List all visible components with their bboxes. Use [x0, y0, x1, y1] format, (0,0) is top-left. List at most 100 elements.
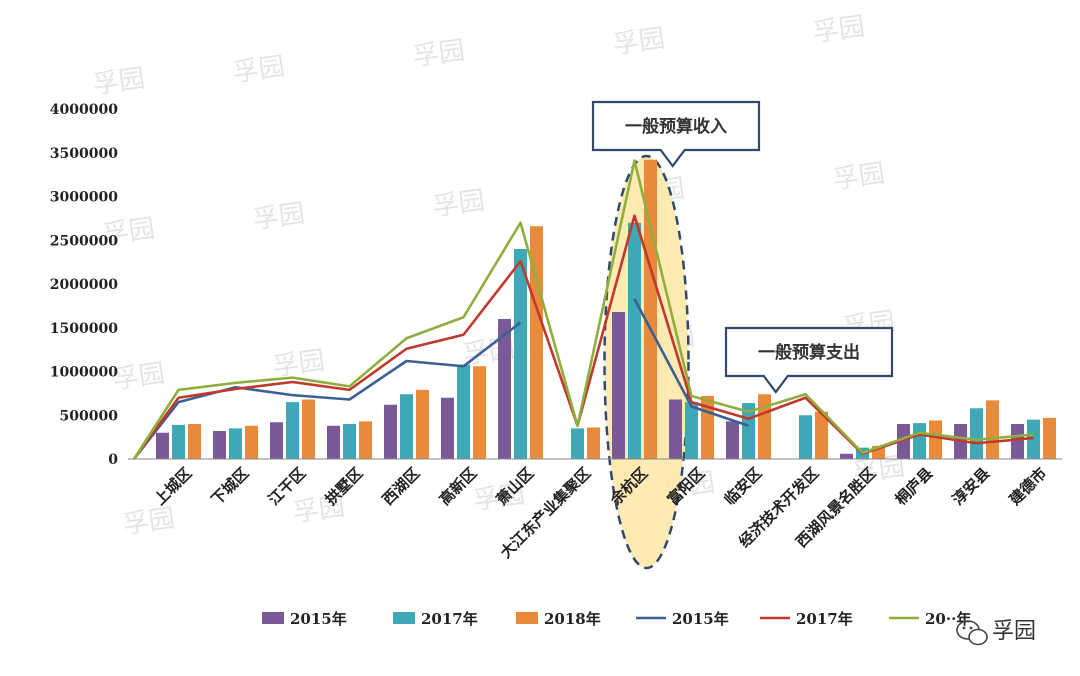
x-tick-label: 淳安县: [949, 464, 994, 509]
bar-2015年: [213, 431, 226, 459]
bar-2018年: [473, 366, 486, 459]
bar-2017年: [685, 402, 698, 459]
bar-2018年: [188, 424, 201, 459]
bar-2015年: [840, 453, 853, 459]
bar-2018年: [815, 411, 828, 459]
watermark-text: 孚园: [101, 214, 157, 251]
callout-label: 一般预算支出: [758, 342, 860, 363]
legend-label: 2015年: [672, 610, 729, 628]
x-tick-label: 西湖区: [379, 464, 424, 509]
bar-2017年: [970, 408, 983, 459]
y-tick-label: 0: [108, 452, 118, 468]
watermark-text: 孚园: [91, 64, 147, 101]
bar-2017年: [400, 394, 413, 459]
y-tick-label: 2500000: [50, 233, 118, 249]
bar-2018年: [644, 159, 657, 459]
watermarks: 孚园孚园孚园孚园孚园孚园孚园孚园孚园孚园孚园孚园孚园孚园孚园孚园孚园孚园孚园孚园: [91, 12, 907, 541]
line-2017年: [132, 214, 1034, 460]
bars: [156, 159, 1056, 459]
bar-2017年: [628, 222, 641, 459]
watermark-text: 孚园: [231, 52, 287, 89]
callout-box: [724, 326, 894, 394]
legend: 2015年 2017年 2018年 2015年 2017年 20··年: [262, 610, 971, 628]
y-tick-label: 1000000: [50, 365, 118, 381]
line-2015年: [132, 321, 522, 460]
y-tick-label: 1500000: [50, 321, 118, 337]
bar-2015年: [726, 421, 739, 459]
bar-2015年: [384, 404, 397, 459]
bar-2018年: [587, 427, 600, 459]
bar-2015年: [498, 319, 511, 459]
bar-2018年: [758, 394, 771, 459]
legend-item: 2018年: [516, 610, 601, 628]
watermark-text: 孚园: [251, 199, 307, 236]
legend-item: 2015年: [262, 610, 347, 628]
callout: 一般预算收入: [591, 100, 761, 168]
brand: 孚园: [956, 619, 1036, 646]
legend-label: 2018年: [544, 610, 601, 628]
bar-2015年: [441, 397, 454, 459]
legend-swatch: [393, 612, 415, 624]
bar-2015年: [669, 399, 682, 459]
bar-2018年: [530, 226, 543, 459]
bar-2015年: [270, 422, 283, 459]
callout: 一般预算支出: [724, 326, 894, 394]
line-2015年: [633, 298, 749, 427]
bar-2017年: [799, 415, 812, 459]
watermark-text: 孚园: [291, 492, 347, 529]
bar-2018年: [359, 421, 372, 459]
bar-2018年: [929, 420, 942, 459]
lines: [132, 159, 1034, 460]
x-tick-label: 拱墅区: [322, 464, 367, 509]
legend-label: 20··年: [925, 610, 971, 628]
legend-label: 2017年: [796, 610, 853, 628]
legend-item: 2015年: [636, 610, 729, 628]
legend-label: 2015年: [290, 610, 347, 628]
watermark-text: 孚园: [431, 186, 487, 223]
bar-2017年: [343, 424, 356, 459]
bar-2015年: [327, 425, 340, 459]
y-tick-label: 3000000: [50, 190, 118, 206]
bar-2015年: [612, 312, 625, 459]
watermark-text: 孚园: [111, 359, 167, 396]
watermark-text: 孚园: [811, 12, 867, 49]
bar-2018年: [416, 389, 429, 459]
callout-box: [591, 100, 761, 168]
bar-2018年: [986, 400, 999, 459]
watermark-text: 孚园: [831, 159, 887, 196]
y-tick-label: 3500000: [50, 146, 118, 162]
x-tick-label: 下城区: [208, 464, 253, 509]
bar-2017年: [913, 423, 926, 459]
bar-2018年: [245, 425, 258, 459]
y-tick-label: 4000000: [50, 102, 118, 118]
watermark-text: 孚园: [471, 480, 527, 517]
bar-2018年: [1043, 417, 1056, 459]
bar-2017年: [286, 402, 299, 459]
watermark-text: 孚园: [271, 346, 327, 383]
bar-2017年: [514, 249, 527, 459]
legend-swatch: [516, 612, 538, 624]
bar-2017年: [1027, 419, 1040, 459]
legend-swatch: [262, 612, 284, 624]
legend-item: 2017年: [393, 610, 478, 628]
y-tick-label: 500000: [60, 408, 119, 424]
watermark-text: 孚园: [411, 36, 467, 73]
x-tick-label: 临安区: [721, 464, 766, 509]
watermark-text: 孚园: [611, 24, 667, 61]
x-tick-label: 上城区: [151, 464, 196, 509]
bar-2017年: [229, 428, 242, 459]
watermark-text: 孚园: [121, 504, 177, 541]
bar-2015年: [1011, 424, 1024, 459]
legend-item: 2017年: [760, 610, 853, 628]
y-axis: 0 500000 1000000 1500000 2000000 2500000 30000…: [50, 102, 118, 468]
y-tick-label: 2000000: [50, 277, 118, 293]
bar-2017年: [172, 424, 185, 459]
wechat-icon: [956, 620, 988, 646]
bar-2015年: [156, 432, 169, 459]
x-tick-label: 建德市: [1006, 464, 1051, 509]
bar-2017年: [457, 364, 470, 459]
line-2018年: [132, 159, 1034, 460]
